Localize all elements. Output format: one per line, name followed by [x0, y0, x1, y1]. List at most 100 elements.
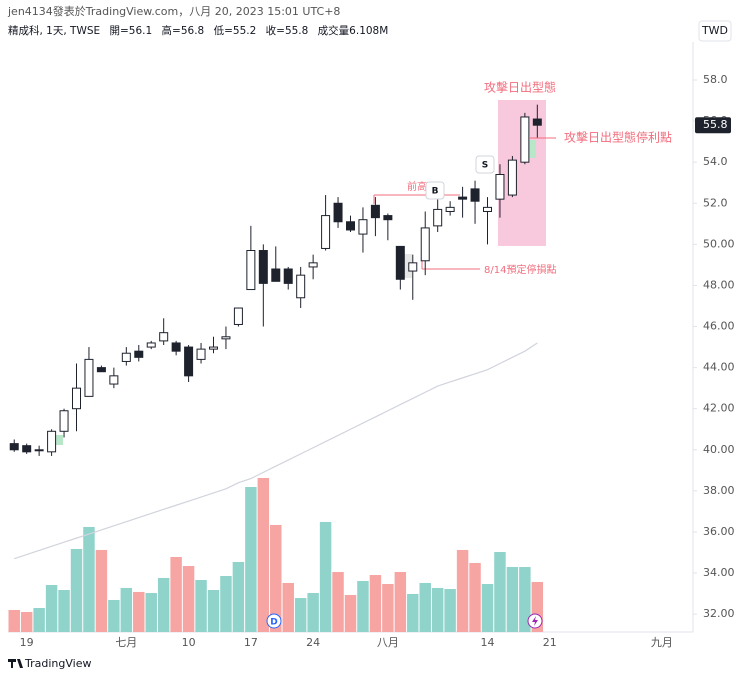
- y-tick-label: 48.00: [703, 278, 735, 291]
- brand: TradingView: [24, 657, 91, 670]
- volume-bar: [8, 609, 20, 632]
- candle-body: [72, 387, 81, 410]
- volume-bar: [45, 585, 58, 632]
- candle-body: [258, 250, 268, 284]
- buy-label: B: [432, 187, 439, 197]
- volume-bar: [120, 587, 133, 632]
- candle-body: [420, 227, 430, 262]
- candle-body: [184, 346, 194, 377]
- volume-value: 6.108M: [349, 25, 388, 37]
- volume-bar: [58, 590, 70, 632]
- x-tick-label: 八月: [377, 636, 399, 649]
- candle-body: [445, 206, 455, 212]
- candle-body: [532, 118, 542, 126]
- candle-body: [321, 215, 331, 249]
- x-tick-label: 10: [182, 636, 196, 649]
- y-tick-label: 34.00: [703, 566, 735, 579]
- candle-body: [233, 307, 243, 325]
- candle-body: [59, 410, 69, 432]
- volume-label: 成交量: [318, 24, 350, 37]
- candle-body: [333, 202, 343, 223]
- x-tick-label: 19: [20, 636, 34, 649]
- highlight: [403, 254, 412, 278]
- y-tick-label: 52.0: [703, 196, 728, 209]
- candle-body: [370, 204, 380, 219]
- candle-body: [296, 274, 306, 299]
- currency-box: [698, 20, 732, 42]
- buy-marker: [425, 181, 445, 200]
- volume-bar: [257, 478, 270, 632]
- volume-bar: [519, 566, 531, 632]
- symbol: 精成科, 1天, TWSE: [8, 24, 100, 37]
- symbol-line: 精成科, 1天, TWSE 開=56.1 高=56.8 低=55.2 收=55.…: [8, 24, 388, 37]
- candle-body: [358, 219, 368, 235]
- volume-bar: [83, 526, 95, 632]
- candle-body: [209, 346, 218, 350]
- y-tick-label: 42.00: [703, 402, 735, 415]
- candle-body: [34, 449, 44, 452]
- volume-bar: [33, 608, 45, 632]
- candle-body: [458, 196, 468, 200]
- volume-bar: [245, 487, 257, 632]
- x-tick-label: 九月: [651, 636, 673, 649]
- candle-body: [196, 348, 206, 360]
- candle-body: [159, 332, 169, 342]
- volume-bar: [469, 562, 481, 632]
- last-price: 55.8: [703, 118, 728, 131]
- volume-bar: [494, 552, 506, 632]
- prev-high-label: 前高: [407, 180, 427, 193]
- candle-body: [283, 268, 293, 284]
- candle-body: [308, 262, 318, 268]
- candle-body: [134, 350, 144, 358]
- author-line: jen4134發表於TradingView.com，八月 20, 2023 15…: [7, 4, 340, 18]
- dividend-label: D: [270, 618, 277, 628]
- volume-bar: [307, 593, 319, 632]
- volume-bar: [357, 580, 369, 632]
- moving-average: [14, 342, 538, 560]
- volume-bar: [444, 589, 456, 632]
- volume-bar: [220, 576, 232, 632]
- candle-body: [84, 358, 94, 397]
- volume-bar: [369, 575, 382, 632]
- volume-bar: [531, 581, 544, 632]
- volume-bar: [157, 577, 170, 632]
- candle-body: [246, 250, 256, 291]
- volume-bar: [344, 594, 357, 632]
- dividend-icon[interactable]: [266, 613, 282, 629]
- candle-body: [507, 159, 517, 196]
- candle-body: [146, 342, 156, 348]
- volume-bar: [195, 580, 207, 632]
- volume-bar: [481, 584, 494, 632]
- brand-logo: [8, 659, 23, 668]
- x-tick-label: 14: [481, 636, 495, 649]
- y-tick-label: 46.00: [703, 320, 735, 333]
- candle-body: [495, 174, 505, 200]
- y-tick-label: 50.00: [703, 237, 735, 250]
- candle-body: [383, 215, 393, 221]
- candle-body: [171, 342, 181, 352]
- y-tick-label: 54.0: [703, 155, 728, 168]
- candle-body: [395, 245, 405, 280]
- volume-bar: [232, 562, 245, 632]
- highlight: [51, 435, 63, 445]
- last-price-badge: [695, 117, 731, 134]
- candle-body: [271, 268, 281, 282]
- candle-body: [470, 188, 480, 202]
- sell-label: S: [482, 161, 488, 171]
- candle-body: [22, 445, 32, 453]
- high-label: 高=: [162, 24, 181, 37]
- candle-body: [109, 375, 119, 385]
- volume-bar: [70, 548, 83, 632]
- x-tick-label: 21: [543, 636, 557, 649]
- volume-bar: [419, 582, 431, 632]
- volume-bar: [95, 549, 108, 632]
- close-label: 收=: [266, 24, 285, 37]
- candle-body: [483, 206, 492, 212]
- candle-body: [9, 443, 19, 451]
- volume-bar: [108, 599, 120, 632]
- volume-bar: [170, 557, 182, 632]
- low-value: 55.2: [233, 25, 256, 37]
- sell-marker: [475, 155, 495, 174]
- candle-body: [433, 208, 443, 227]
- candle-body: [121, 352, 131, 362]
